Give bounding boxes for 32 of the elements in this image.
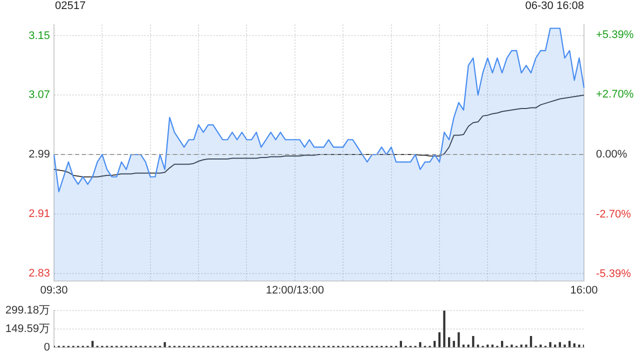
y2-tick-label: -5.39% bbox=[596, 268, 632, 280]
bar bbox=[578, 344, 580, 348]
bar bbox=[458, 332, 460, 348]
x-tick-label: 09:30 bbox=[40, 284, 68, 296]
y-tick-label: 299.18万 bbox=[5, 304, 50, 317]
bar bbox=[472, 336, 474, 348]
text: 06-30 16:08 bbox=[525, 0, 584, 12]
bar bbox=[448, 337, 450, 348]
bar bbox=[525, 344, 528, 348]
y2-tick-label: +5.39% bbox=[596, 28, 634, 41]
x-tick-label: 12:00/13:00 bbox=[266, 284, 324, 296]
bar bbox=[549, 342, 552, 348]
bar bbox=[419, 342, 422, 348]
chart-title: 02517 bbox=[55, 0, 86, 12]
bar bbox=[530, 336, 532, 348]
bar bbox=[558, 342, 561, 348]
y-tick-label: 0 bbox=[44, 341, 50, 354]
bar bbox=[438, 332, 441, 348]
bar bbox=[443, 310, 446, 348]
y-tick-label: 2.91 bbox=[28, 208, 50, 220]
x-tick-label: 16:00 bbox=[570, 284, 598, 296]
y2-tick-label: -2.70% bbox=[596, 208, 632, 220]
bar bbox=[164, 342, 166, 348]
y2-tick-label: 0.00% bbox=[596, 148, 628, 161]
bar bbox=[564, 344, 566, 348]
bar bbox=[510, 344, 513, 348]
y-tick-label: 2.83 bbox=[28, 267, 50, 280]
y-tick-label: 2.99 bbox=[28, 148, 50, 161]
y-tick-label: 149.59万 bbox=[5, 323, 50, 336]
y-tick-label: 3.15 bbox=[28, 30, 50, 42]
y-tick-label: 3.07 bbox=[28, 89, 50, 102]
y2-tick-label: +2.70% bbox=[596, 88, 634, 101]
